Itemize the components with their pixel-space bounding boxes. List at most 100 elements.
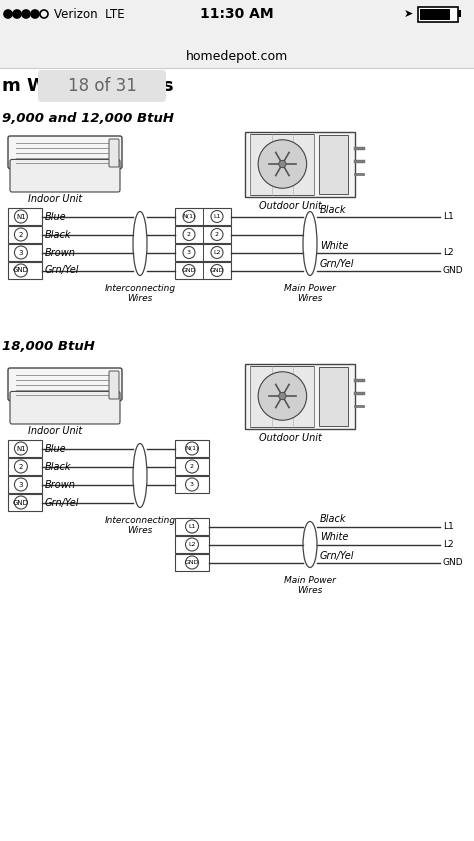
Text: 2: 2 bbox=[215, 232, 219, 237]
FancyBboxPatch shape bbox=[420, 9, 450, 20]
Text: Outdoor Unit: Outdoor Unit bbox=[258, 432, 321, 442]
FancyBboxPatch shape bbox=[8, 458, 42, 475]
Text: 18,000 BtuH: 18,000 BtuH bbox=[2, 340, 95, 353]
Text: White: White bbox=[320, 241, 348, 251]
Text: GND: GND bbox=[210, 268, 224, 273]
Circle shape bbox=[258, 372, 307, 420]
Circle shape bbox=[279, 393, 286, 399]
Text: N(1): N(1) bbox=[182, 214, 196, 219]
Text: 3: 3 bbox=[187, 250, 191, 255]
Text: 11:30 AM: 11:30 AM bbox=[200, 7, 274, 21]
Text: Main Power
Wires: Main Power Wires bbox=[284, 576, 336, 595]
FancyBboxPatch shape bbox=[38, 70, 166, 102]
FancyBboxPatch shape bbox=[175, 244, 231, 261]
Text: GND: GND bbox=[185, 560, 199, 565]
FancyBboxPatch shape bbox=[8, 476, 42, 493]
Text: Grn/Yel: Grn/Yel bbox=[45, 266, 80, 276]
Text: Black: Black bbox=[45, 230, 72, 240]
Text: 2: 2 bbox=[187, 232, 191, 237]
Circle shape bbox=[183, 210, 195, 223]
FancyBboxPatch shape bbox=[175, 554, 209, 571]
Text: s: s bbox=[162, 77, 173, 95]
Text: GND: GND bbox=[443, 558, 464, 567]
Text: 2: 2 bbox=[19, 231, 23, 237]
Circle shape bbox=[4, 10, 12, 18]
Text: N1: N1 bbox=[16, 214, 26, 220]
Text: L1: L1 bbox=[443, 212, 454, 221]
Circle shape bbox=[14, 228, 27, 241]
Text: Indoor Unit: Indoor Unit bbox=[28, 194, 82, 204]
FancyBboxPatch shape bbox=[175, 518, 209, 535]
FancyBboxPatch shape bbox=[0, 68, 474, 841]
FancyBboxPatch shape bbox=[175, 262, 231, 279]
Text: L1: L1 bbox=[213, 214, 221, 219]
Text: Black: Black bbox=[320, 204, 346, 214]
Circle shape bbox=[211, 210, 223, 223]
Circle shape bbox=[14, 264, 27, 277]
Text: ➤: ➤ bbox=[403, 9, 413, 19]
FancyBboxPatch shape bbox=[319, 367, 348, 426]
FancyBboxPatch shape bbox=[0, 0, 474, 44]
FancyBboxPatch shape bbox=[8, 262, 42, 279]
Text: 2: 2 bbox=[19, 463, 23, 469]
Text: L2: L2 bbox=[213, 250, 221, 255]
FancyBboxPatch shape bbox=[109, 371, 119, 399]
Text: Verizon  LTE: Verizon LTE bbox=[54, 8, 125, 20]
Text: Indoor Unit: Indoor Unit bbox=[28, 426, 82, 436]
FancyBboxPatch shape bbox=[250, 366, 314, 426]
Text: N(1): N(1) bbox=[185, 446, 199, 451]
Text: Interconnecting
Wires: Interconnecting Wires bbox=[104, 284, 175, 304]
FancyBboxPatch shape bbox=[10, 391, 120, 424]
Circle shape bbox=[22, 10, 30, 18]
FancyBboxPatch shape bbox=[245, 363, 355, 429]
Circle shape bbox=[258, 140, 307, 188]
FancyBboxPatch shape bbox=[8, 440, 42, 457]
Text: White: White bbox=[320, 532, 348, 542]
FancyBboxPatch shape bbox=[109, 139, 119, 167]
Circle shape bbox=[279, 161, 286, 167]
FancyBboxPatch shape bbox=[175, 476, 209, 493]
Circle shape bbox=[13, 10, 21, 18]
Text: GND: GND bbox=[182, 268, 196, 273]
Circle shape bbox=[211, 229, 223, 241]
Circle shape bbox=[14, 478, 27, 491]
Text: homedepot.com: homedepot.com bbox=[186, 50, 288, 62]
Text: L2: L2 bbox=[443, 540, 454, 549]
Circle shape bbox=[14, 460, 27, 473]
Circle shape bbox=[185, 442, 199, 455]
FancyBboxPatch shape bbox=[8, 494, 42, 511]
Text: Black: Black bbox=[320, 515, 346, 525]
Text: Grn/Yel: Grn/Yel bbox=[320, 551, 355, 560]
FancyBboxPatch shape bbox=[458, 10, 461, 17]
FancyBboxPatch shape bbox=[175, 208, 231, 225]
Circle shape bbox=[185, 478, 199, 491]
Circle shape bbox=[31, 10, 39, 18]
FancyBboxPatch shape bbox=[8, 208, 42, 225]
Text: Brown: Brown bbox=[45, 247, 76, 257]
Circle shape bbox=[183, 265, 195, 277]
Circle shape bbox=[185, 556, 199, 569]
Circle shape bbox=[14, 246, 27, 259]
FancyBboxPatch shape bbox=[245, 131, 355, 197]
FancyBboxPatch shape bbox=[418, 7, 458, 22]
Text: L1: L1 bbox=[443, 522, 454, 531]
Text: m W: m W bbox=[2, 77, 47, 95]
FancyBboxPatch shape bbox=[250, 134, 314, 194]
Text: 18 of 31: 18 of 31 bbox=[68, 77, 137, 95]
Text: GND: GND bbox=[443, 266, 464, 275]
FancyBboxPatch shape bbox=[8, 136, 122, 168]
FancyBboxPatch shape bbox=[175, 536, 209, 553]
Circle shape bbox=[14, 442, 27, 455]
FancyBboxPatch shape bbox=[175, 458, 209, 475]
Text: 3: 3 bbox=[18, 250, 23, 256]
Text: 3: 3 bbox=[18, 482, 23, 488]
Circle shape bbox=[14, 496, 27, 509]
Text: Outdoor Unit: Outdoor Unit bbox=[258, 200, 321, 210]
Circle shape bbox=[185, 520, 199, 533]
FancyBboxPatch shape bbox=[8, 368, 122, 400]
FancyBboxPatch shape bbox=[175, 440, 209, 457]
Text: N1: N1 bbox=[16, 446, 26, 452]
FancyBboxPatch shape bbox=[319, 135, 348, 193]
Text: Main Power
Wires: Main Power Wires bbox=[284, 284, 336, 304]
Text: Blue: Blue bbox=[45, 211, 67, 221]
